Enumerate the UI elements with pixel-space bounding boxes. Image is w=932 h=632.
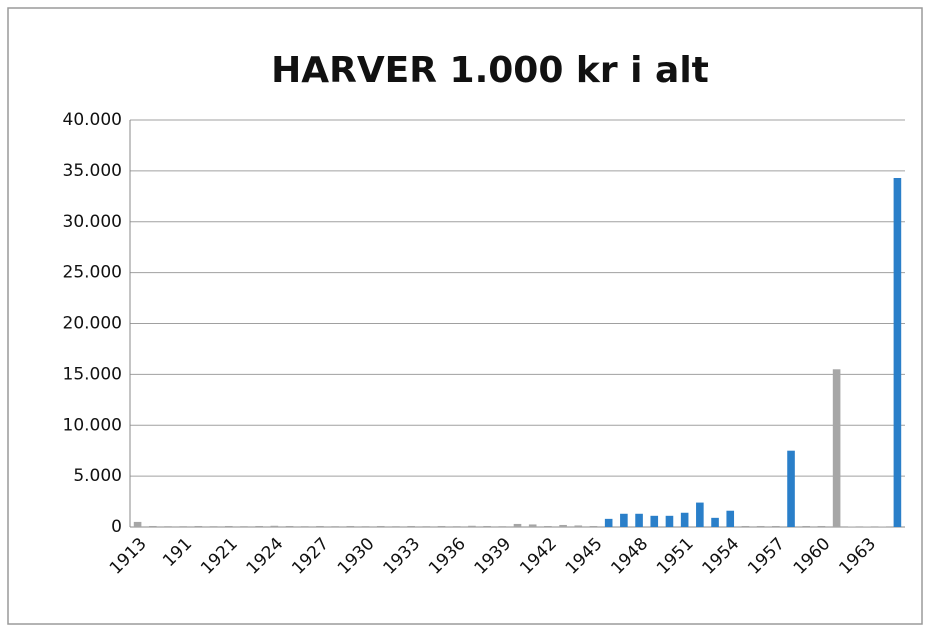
- bar: [787, 450, 795, 527]
- y-tick-label: 0: [111, 517, 122, 537]
- bar: [680, 512, 689, 527]
- bar: [772, 525, 780, 527]
- y-tick-label: 10.000: [63, 415, 122, 435]
- bar: [376, 525, 385, 527]
- bar: [346, 525, 355, 527]
- bar: [316, 525, 324, 527]
- bar: [848, 526, 856, 527]
- bar: [255, 525, 263, 527]
- bar: [179, 526, 187, 527]
- bar: [878, 526, 887, 527]
- bar: [696, 502, 704, 527]
- bar: [665, 515, 674, 527]
- bar: [498, 526, 507, 527]
- bar: [148, 525, 157, 527]
- y-tick-label: 35.000: [63, 161, 122, 181]
- bar: [604, 518, 613, 527]
- bar: [741, 525, 750, 527]
- y-tick-label: 30.000: [63, 212, 122, 232]
- y-tick-label: 40.000: [63, 110, 122, 130]
- bar: [194, 525, 203, 527]
- bar: [544, 525, 552, 527]
- bar: [331, 526, 339, 527]
- chart-title: HARVER 1.000 kr i alt: [271, 50, 709, 91]
- bar: [164, 526, 172, 527]
- y-tick-label: 15.000: [63, 364, 122, 384]
- bar: [711, 517, 719, 527]
- bar: [300, 526, 309, 527]
- bar: [285, 525, 294, 527]
- bar: [802, 525, 811, 527]
- bar: [559, 524, 567, 527]
- bar: [528, 524, 537, 527]
- bar: [437, 525, 446, 527]
- bar: [893, 177, 902, 527]
- bar: [817, 525, 826, 527]
- bar: [863, 526, 871, 527]
- bar: [270, 525, 279, 527]
- bar: [240, 526, 248, 527]
- bar: [209, 526, 218, 527]
- bar: [756, 525, 765, 527]
- bar: [574, 525, 583, 527]
- bar: [361, 526, 370, 527]
- chart-frame: [7, 7, 923, 625]
- bar: [224, 525, 233, 527]
- bar: [407, 525, 415, 527]
- bar: [832, 369, 841, 527]
- bar: [392, 526, 400, 527]
- bar: [452, 526, 461, 527]
- bar: [589, 525, 598, 527]
- bar: [483, 525, 491, 527]
- y-tick-label: 25.000: [63, 263, 122, 283]
- bar: [726, 510, 735, 527]
- bar: [422, 526, 431, 527]
- y-tick-label: 5.000: [73, 466, 122, 486]
- bar: [635, 513, 643, 527]
- bar: [133, 521, 142, 527]
- bar: [468, 525, 476, 527]
- bar: [650, 515, 659, 527]
- y-tick-label: 20.000: [63, 314, 122, 334]
- bar: [620, 513, 628, 527]
- bar: [513, 523, 522, 527]
